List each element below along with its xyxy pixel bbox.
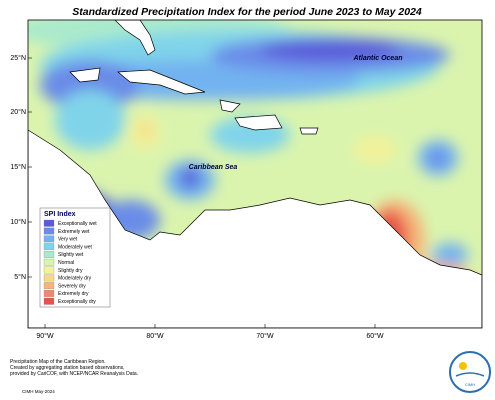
legend-swatch [43, 297, 55, 305]
legend-swatch [43, 227, 55, 235]
legend-label: Slightly wet [58, 252, 84, 258]
legend-swatch [43, 274, 55, 282]
legend-swatch [43, 219, 55, 227]
legend-swatch [43, 282, 55, 290]
legend-swatch [43, 266, 55, 274]
legend-label: Exceptionally dry [58, 299, 96, 305]
spi-field: Atlantic Ocean Caribbean Sea [28, 20, 482, 328]
legend-title: SPI Index [44, 211, 76, 218]
footnote: Created by aggregating station based obs… [10, 365, 125, 371]
lat-label: 20°N [10, 108, 26, 116]
logo: CIMH [449, 351, 491, 393]
legend-label: Extremely dry [58, 291, 89, 297]
legend-label: Severely dry [58, 283, 86, 289]
map-frame [27, 19, 483, 329]
legend-swatch [43, 243, 55, 251]
map-title: Standardized Precipitation Index for the… [72, 6, 422, 18]
legend: SPI Index Exceptionally wet Extremely wet… [39, 207, 111, 308]
logo-text: CIMH [465, 382, 475, 387]
legend-swatch [43, 251, 55, 258]
legend-swatch [43, 235, 55, 243]
legend-label: Very wet [58, 237, 78, 243]
lon-label: 80°W [146, 332, 164, 340]
land [28, 20, 482, 328]
footnote: Precipitation Map of the Caribbean Regio… [10, 359, 106, 365]
lon-label: 90°W [36, 332, 54, 340]
ocean-label: Atlantic Ocean [352, 55, 402, 62]
lon-label: 70°W [256, 332, 274, 340]
legend-label: Extremely wet [58, 229, 90, 235]
legend-label: Exceptionally wet [58, 221, 97, 227]
legend-swatch [43, 258, 55, 266]
lat-label: 5°N [14, 273, 26, 281]
legend-label: Normal [58, 260, 74, 266]
sea-label: Caribbean Sea [189, 164, 238, 171]
legend-label: Moderately dry [58, 276, 92, 282]
credit: CIMH May-2024 [22, 389, 55, 394]
footnote: provided by CariCOF, with NCEP/NCAR Rean… [10, 371, 138, 377]
legend-label: Moderately wet [58, 244, 93, 250]
lat-label: 15°N [10, 163, 26, 171]
lon-label: 60°W [366, 332, 384, 340]
legend-swatch [43, 290, 55, 297]
lat-label: 25°N [10, 54, 26, 62]
legend-label: Slightly dry [58, 268, 83, 274]
lat-label: 10°N [10, 218, 26, 226]
